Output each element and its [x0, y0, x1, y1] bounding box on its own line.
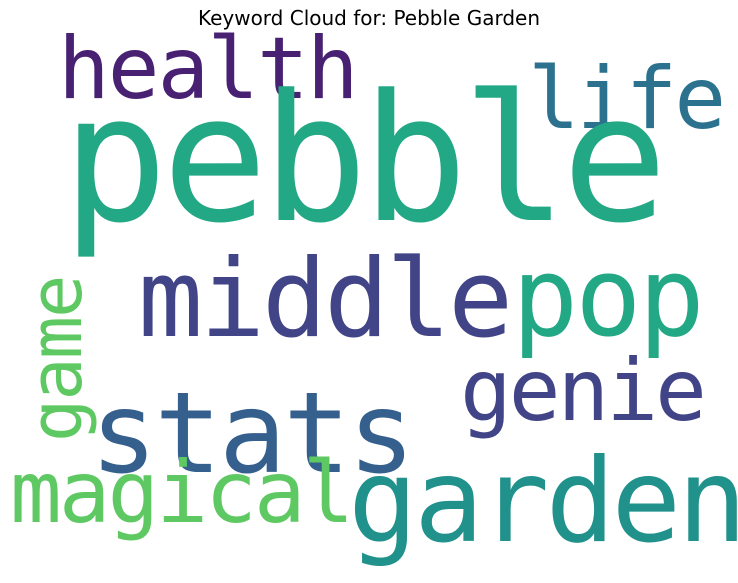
- word-pop: pop: [512, 233, 705, 361]
- word-genie: genie: [460, 341, 707, 441]
- word-game: game: [14, 276, 98, 442]
- word-health: health: [58, 19, 359, 119]
- word-life: life: [528, 49, 726, 149]
- word-garden: garden: [348, 434, 738, 569]
- word-middle: middle: [138, 237, 513, 362]
- word-stats: stats: [90, 369, 415, 499]
- word-magical: magical: [10, 443, 354, 543]
- chart-title: Keyword Cloud for: Pebble Garden: [197, 6, 541, 30]
- word-pebble: pebble: [62, 57, 668, 262]
